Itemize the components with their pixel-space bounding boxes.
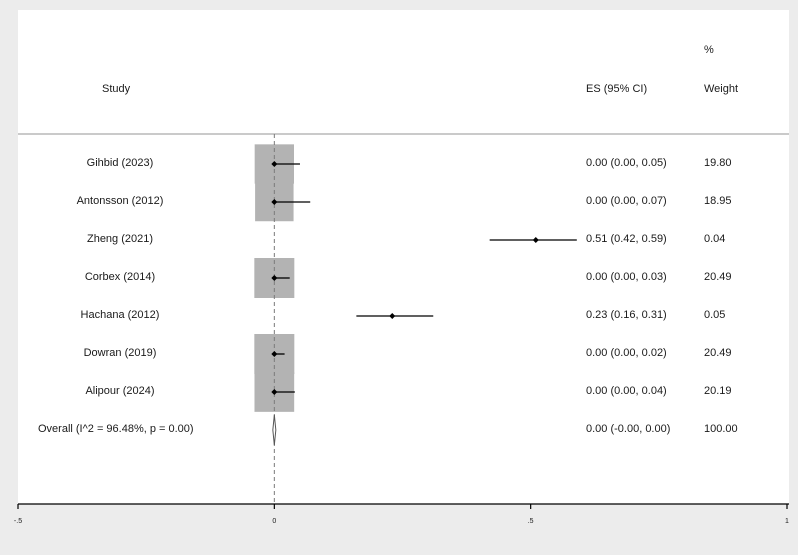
study-label: Dowran (2019) (83, 347, 157, 359)
point-estimate-marker (271, 275, 278, 281)
study-weight: 20.49 (704, 271, 732, 283)
study-label: Antonsson (2012) (76, 195, 164, 207)
x-tick-label: .5 (527, 518, 534, 525)
x-tick-label: 0 (272, 518, 277, 525)
study-es-ci: 0.00 (0.00, 0.07) (586, 195, 667, 207)
weight-column-header: Weight (704, 83, 739, 95)
point-estimate-marker (271, 389, 278, 395)
overall-label: Overall (I^2 = 96.48%, p = 0.00) (38, 423, 194, 435)
study-es-ci: 0.00 (0.00, 0.05) (586, 157, 667, 169)
study-es-ci: 0.00 (0.00, 0.02) (586, 347, 667, 359)
study-es-ci: 0.00 (0.00, 0.03) (586, 271, 667, 283)
point-estimate-marker (271, 199, 278, 205)
study-label: Alipour (2024) (85, 385, 155, 397)
overall-es-ci: 0.00 (-0.00, 0.00) (586, 423, 671, 435)
study-label: Corbex (2014) (84, 271, 156, 283)
point-estimate-marker (532, 237, 539, 243)
point-estimate-marker (271, 351, 278, 357)
study-weight: 0.05 (704, 309, 726, 321)
point-estimate-marker (271, 161, 278, 167)
study-es-ci: 0.00 (0.00, 0.04) (586, 385, 667, 397)
study-label: Zheng (2021) (86, 233, 154, 245)
overall-weight: 100.00 (704, 423, 738, 435)
study-weight: 18.95 (704, 195, 732, 207)
study-weight: 19.80 (704, 157, 732, 169)
study-weight: 0.04 (704, 233, 726, 245)
study-es-ci: 0.51 (0.42, 0.59) (586, 233, 667, 245)
point-estimate-marker (389, 313, 396, 319)
study-label: Gihbid (2023) (86, 157, 154, 169)
study-es-ci: 0.23 (0.16, 0.31) (586, 309, 667, 321)
weight-percent-header: % (704, 44, 714, 56)
x-tick-label: 1 (785, 518, 789, 525)
plot-panel (18, 10, 789, 504)
x-tick-label: -.5 (13, 518, 23, 525)
study-label: Hachana (2012) (80, 309, 160, 321)
study-weight: 20.49 (704, 347, 732, 359)
study-column-header: Study (102, 83, 131, 95)
study-weight: 20.19 (704, 385, 732, 397)
es-column-header: ES (95% CI) (586, 83, 648, 95)
overall-diamond (272, 414, 277, 446)
